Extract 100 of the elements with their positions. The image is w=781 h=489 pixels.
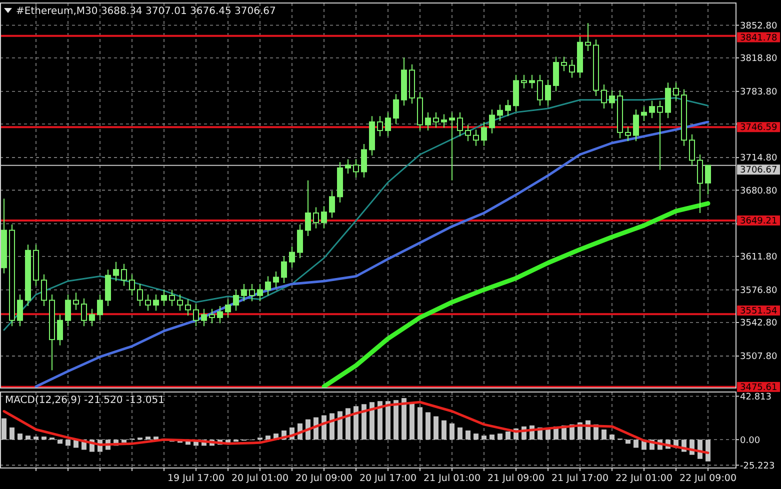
bar [706, 440, 710, 462]
candlestick [273, 270, 279, 288]
chart-title: MACD(12,26,9) -21.520 -13.051 [5, 395, 165, 406]
x-tick-label: 20 Jul 09:00 [296, 473, 352, 484]
ref-line-label: 3706.67 [740, 166, 778, 176]
y-tick-label: 3852.80 [740, 21, 778, 32]
bar [18, 434, 22, 440]
candlestick [113, 261, 119, 282]
bar [338, 411, 342, 440]
bar [410, 402, 414, 440]
candlestick [625, 126, 631, 142]
bar [434, 416, 438, 440]
candlestick [457, 112, 463, 137]
x-tick-label: 21 Jul 01:00 [424, 473, 480, 484]
candlestick [505, 99, 511, 117]
bar [394, 400, 398, 440]
candlestick [265, 276, 271, 296]
y-tick-label: 0.00 [740, 436, 760, 446]
candlestick [673, 82, 679, 102]
candlestick [281, 256, 287, 284]
candlestick [465, 124, 471, 142]
candlestick [161, 289, 167, 307]
candlestick [665, 82, 671, 119]
candlestick [209, 308, 215, 324]
candlestick [129, 274, 135, 296]
candlestick [145, 294, 151, 312]
ref-line-label: 3475.61 [740, 383, 778, 394]
candlestick [553, 56, 559, 92]
bar [58, 440, 62, 444]
candlestick [641, 106, 647, 122]
candlestick [433, 112, 439, 128]
y-tick-label: 3611.80 [740, 252, 778, 262]
bar [10, 427, 14, 440]
candlestick [329, 190, 335, 218]
y-tick-label: 3714.80 [740, 154, 778, 164]
bar [362, 404, 366, 440]
bar [450, 423, 454, 440]
x-tick-label: 22 Jul 01:00 [616, 473, 672, 484]
bar [66, 440, 70, 446]
chart-title: #Ethereum,M30 3688.34 3707.01 3676.45 3706.67 [16, 6, 276, 17]
line-series [322, 201, 710, 388]
bar [418, 407, 422, 440]
candlestick [393, 94, 399, 124]
candlestick [481, 121, 487, 146]
candlestick [529, 74, 535, 89]
x-tick-label: 22 Jul 09:00 [680, 473, 736, 484]
x-tick-label: 21 Jul 09:00 [488, 473, 544, 484]
candlestick [217, 306, 223, 324]
x-tick-label: 21 Jul 17:00 [552, 473, 608, 484]
candlestick [633, 108, 639, 142]
candlestick [649, 100, 655, 119]
candlestick [81, 298, 87, 327]
line-series [3, 97, 709, 331]
candlestick [65, 294, 71, 327]
candlestick [57, 314, 63, 346]
candlestick [201, 308, 207, 327]
candlestick [601, 84, 607, 109]
y-tick-label: 3507.80 [740, 352, 778, 362]
candlestick [441, 114, 447, 128]
candlestick [289, 246, 295, 268]
candlestick [321, 206, 327, 229]
candlestick [73, 292, 79, 310]
y-tick-label: 3576.80 [740, 286, 778, 296]
bar [26, 436, 30, 440]
y-tick-label: 42.813 [740, 392, 772, 402]
bar [442, 420, 446, 440]
candlestick [497, 104, 503, 122]
bar [354, 406, 358, 440]
bar [490, 434, 494, 440]
y-tick-label: 3818.80 [740, 54, 778, 64]
bar [498, 434, 502, 440]
bar [154, 436, 158, 440]
ref-line-label: 3841.78 [740, 33, 778, 44]
candlestick [697, 154, 703, 214]
x-tick-label: 19 Jul 17:00 [168, 473, 224, 484]
ref-line-label: 3746.59 [740, 123, 778, 134]
bar [402, 398, 406, 440]
bar [122, 440, 126, 443]
bar [482, 436, 486, 440]
candlestick [41, 274, 47, 307]
y-tick-label: -25.223 [740, 461, 775, 472]
bar [602, 429, 606, 440]
x-tick-label: 20 Jul 17:00 [360, 473, 416, 484]
candlestick [545, 79, 551, 106]
candlestick [257, 283, 263, 302]
bar [626, 440, 630, 444]
y-tick-label: 3680.80 [740, 186, 778, 196]
bar [466, 430, 470, 440]
candlestick [489, 108, 495, 134]
candlestick [313, 206, 319, 229]
candlestick [225, 298, 231, 318]
candlestick [249, 283, 255, 302]
candlestick [89, 308, 95, 327]
candlestick [153, 294, 159, 312]
candlestick [345, 158, 351, 174]
y-tick-label: 3783.80 [740, 88, 778, 98]
bar [634, 440, 638, 448]
candlestick [97, 294, 103, 321]
candlestick [585, 22, 591, 52]
bar [34, 436, 38, 440]
